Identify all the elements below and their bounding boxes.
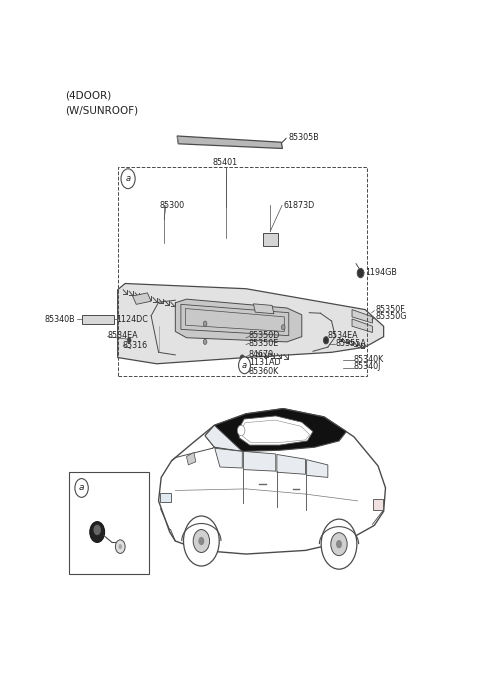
Circle shape <box>90 521 105 542</box>
Circle shape <box>121 169 135 189</box>
Circle shape <box>193 529 210 552</box>
Text: 85350E: 85350E <box>249 339 279 348</box>
Polygon shape <box>307 460 328 477</box>
Circle shape <box>119 544 122 549</box>
Text: 85350F: 85350F <box>375 305 405 313</box>
Circle shape <box>281 325 285 330</box>
Circle shape <box>75 479 88 498</box>
Text: 85305B: 85305B <box>288 133 319 141</box>
Text: 85355A: 85355A <box>335 339 366 348</box>
Polygon shape <box>186 452 196 465</box>
Text: 1194GB: 1194GB <box>365 268 397 277</box>
Circle shape <box>198 537 204 545</box>
Polygon shape <box>132 293 151 305</box>
Text: 8534EA: 8534EA <box>108 331 138 340</box>
Polygon shape <box>175 299 302 342</box>
Polygon shape <box>205 409 347 452</box>
Text: 85316: 85316 <box>122 341 148 349</box>
Bar <box>69 473 149 574</box>
Circle shape <box>127 338 131 343</box>
Circle shape <box>183 516 219 566</box>
Text: 84679: 84679 <box>249 350 274 359</box>
Circle shape <box>357 268 364 278</box>
Circle shape <box>203 321 207 326</box>
Text: a: a <box>79 483 84 492</box>
Text: (4DOOR): (4DOOR) <box>66 91 112 101</box>
Circle shape <box>203 339 207 345</box>
Bar <box>118 167 367 376</box>
Polygon shape <box>215 448 242 468</box>
Polygon shape <box>177 136 282 148</box>
Circle shape <box>115 540 125 553</box>
Polygon shape <box>82 315 114 324</box>
Bar <box>373 500 383 510</box>
Polygon shape <box>205 425 242 452</box>
Text: 85401: 85401 <box>213 158 238 167</box>
Polygon shape <box>118 284 384 364</box>
Text: 85340K: 85340K <box>354 355 384 364</box>
Circle shape <box>238 425 245 436</box>
Polygon shape <box>277 454 305 475</box>
Circle shape <box>331 533 347 556</box>
Circle shape <box>324 336 329 344</box>
Text: 85340J: 85340J <box>354 362 381 372</box>
Circle shape <box>336 540 342 548</box>
Text: 1124DC: 1124DC <box>117 315 148 324</box>
Polygon shape <box>243 452 276 471</box>
Circle shape <box>240 355 244 361</box>
Bar <box>263 234 277 246</box>
Text: 85350D: 85350D <box>249 331 280 340</box>
Text: 85360K: 85360K <box>249 366 279 376</box>
Text: 1131AD: 1131AD <box>249 357 281 367</box>
Polygon shape <box>242 420 310 443</box>
Polygon shape <box>352 309 372 323</box>
Polygon shape <box>253 304 274 313</box>
Circle shape <box>321 519 357 569</box>
Text: 85350G: 85350G <box>375 312 407 322</box>
Circle shape <box>94 525 101 535</box>
Text: 85300: 85300 <box>160 201 185 210</box>
Text: a: a <box>242 361 247 370</box>
Polygon shape <box>352 319 372 332</box>
Text: (W/SUNROOF): (W/SUNROOF) <box>66 105 139 115</box>
Text: a: a <box>125 174 131 183</box>
Text: 85340B: 85340B <box>44 315 75 324</box>
Circle shape <box>239 357 251 374</box>
Text: 61873D: 61873D <box>283 201 314 210</box>
Polygon shape <box>158 409 385 554</box>
Text: 8534EA: 8534EA <box>327 331 358 340</box>
Bar <box>160 493 171 502</box>
Polygon shape <box>239 416 313 445</box>
